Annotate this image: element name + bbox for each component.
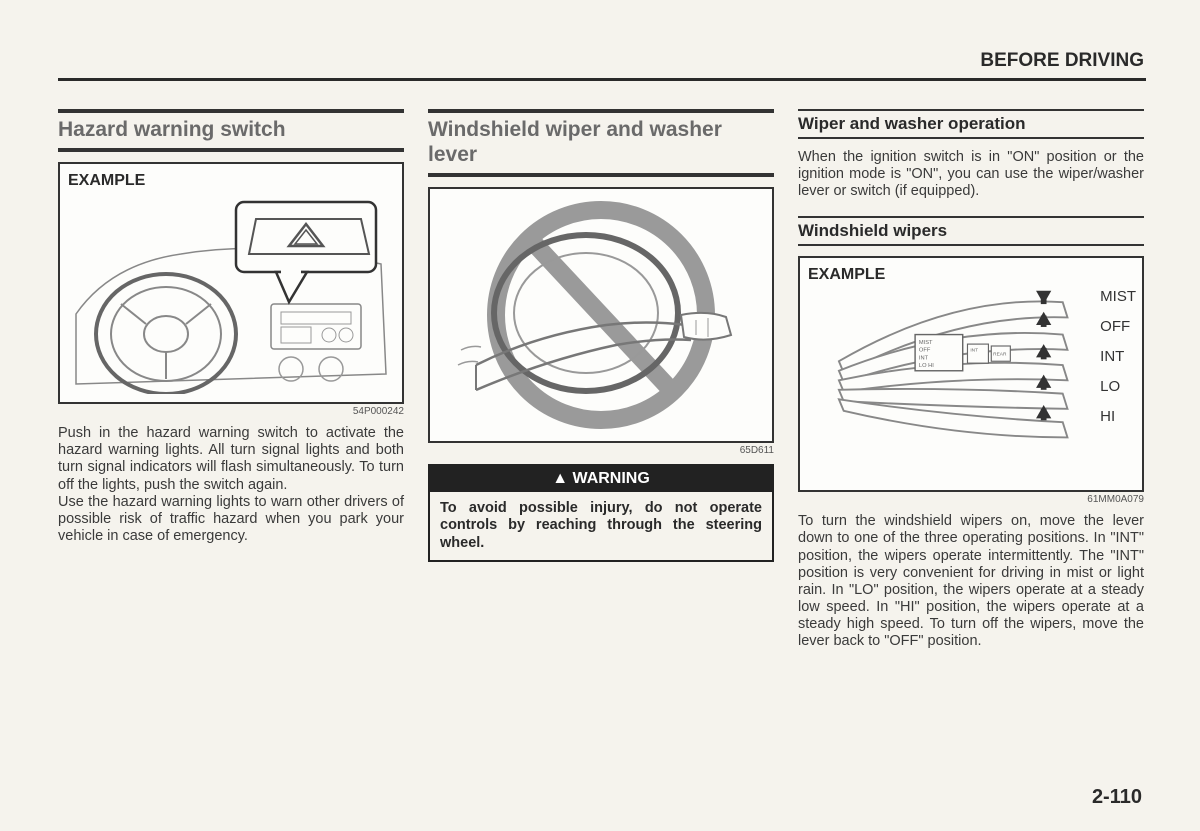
col2-title: Windshield wiper and washer lever — [428, 117, 774, 167]
svg-text:MIST: MIST — [919, 340, 933, 346]
sub2-title: Windshield wipers — [798, 221, 1144, 241]
page-header-title: BEFORE DRIVING — [58, 50, 1146, 72]
section-rule — [58, 109, 404, 113]
wiper-positions-figure: EXAMPLE MIST OFF INT LO HI — [798, 256, 1144, 492]
figure-ref: 61MM0A079 — [798, 494, 1144, 505]
sub-rule — [798, 216, 1144, 218]
section-rule — [428, 109, 774, 113]
no-reach-through-drawing — [436, 195, 766, 435]
svg-text:INT: INT — [919, 356, 929, 362]
warning-icon: ▲ — [552, 470, 572, 487]
pos-label: HI — [1100, 402, 1136, 432]
pos-label: LO — [1100, 372, 1136, 402]
pos-label: INT — [1100, 342, 1136, 372]
column-container: Hazard warning switch EXAMPLE — [58, 109, 1146, 650]
column-1: Hazard warning switch EXAMPLE — [58, 109, 404, 650]
figure-label: EXAMPLE — [68, 172, 394, 190]
section-rule — [428, 173, 774, 177]
warning-header-text: WARNING — [572, 470, 649, 487]
wiper-lever-figure — [428, 187, 774, 443]
column-2: Windshield wiper and washer lever — [428, 109, 774, 650]
col1-body: Push in the hazard warning switch to act… — [58, 425, 404, 545]
hazard-drawing — [68, 194, 394, 394]
figure-ref: 65D611 — [428, 445, 774, 456]
page-number: 2-110 — [1092, 786, 1142, 809]
section-rule — [58, 148, 404, 152]
pos-label: OFF — [1100, 312, 1136, 342]
col1-title: Hazard warning switch — [58, 117, 404, 142]
column-3: Wiper and washer operation When the igni… — [798, 109, 1144, 650]
svg-text:REAR: REAR — [993, 352, 1007, 358]
warning-header: ▲ WARNING — [430, 466, 772, 492]
sub-rule — [798, 109, 1144, 111]
header-rule — [58, 78, 1146, 81]
svg-text:LO HI: LO HI — [919, 363, 934, 369]
wiper-position-labels: MIST OFF INT LO HI — [1100, 282, 1136, 432]
sub-rule — [798, 244, 1144, 246]
pos-label: MIST — [1100, 282, 1136, 312]
hazard-figure: EXAMPLE — [58, 162, 404, 404]
manual-page: BEFORE DRIVING Hazard warning switch EXA… — [58, 50, 1146, 650]
svg-text:OFF: OFF — [919, 348, 931, 354]
warning-body: To avoid possible injury, do not operate… — [430, 492, 772, 559]
sub1-title: Wiper and washer operation — [798, 114, 1144, 134]
col3-body: To turn the windshield wipers on, move t… — [798, 513, 1144, 650]
wiper-lever-drawing: MIST OFF INT LO HI INT REAR — [806, 266, 1148, 466]
svg-text:INT: INT — [970, 348, 978, 354]
warning-box: ▲ WARNING To avoid possible injury, do n… — [428, 464, 774, 561]
sub1-body: When the ignition switch is in "ON" posi… — [798, 149, 1144, 200]
sub-rule — [798, 137, 1144, 139]
figure-ref: 54P000242 — [58, 406, 404, 417]
